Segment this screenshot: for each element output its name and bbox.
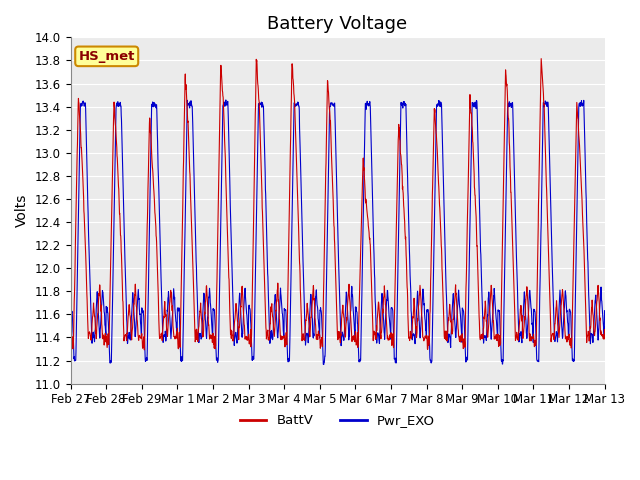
Pwr_EXO bbox=[365, 103, 372, 109]
Pwr_EXO bbox=[320, 361, 328, 367]
BattV bbox=[365, 225, 372, 230]
Title: Battery Voltage: Battery Voltage bbox=[268, 15, 408, 33]
BattV bbox=[67, 332, 74, 337]
Y-axis label: Volts: Volts bbox=[15, 194, 29, 227]
Text: HS_met: HS_met bbox=[79, 50, 135, 63]
Legend: BattV, Pwr_EXO: BattV, Pwr_EXO bbox=[235, 409, 440, 432]
Pwr_EXO bbox=[222, 97, 230, 103]
Pwr_EXO bbox=[569, 358, 577, 363]
Pwr_EXO bbox=[601, 308, 609, 313]
BattV bbox=[353, 338, 361, 344]
BattV bbox=[493, 337, 500, 343]
BattV bbox=[554, 322, 561, 328]
BattV bbox=[601, 327, 609, 333]
Line: BattV: BattV bbox=[70, 59, 605, 350]
Line: Pwr_EXO: Pwr_EXO bbox=[70, 100, 605, 364]
BattV bbox=[140, 347, 148, 353]
Pwr_EXO bbox=[216, 291, 223, 297]
Pwr_EXO bbox=[493, 326, 500, 332]
BattV bbox=[569, 302, 577, 308]
Pwr_EXO bbox=[554, 331, 561, 337]
BattV bbox=[216, 123, 223, 129]
BattV bbox=[538, 56, 545, 61]
Pwr_EXO bbox=[67, 304, 74, 310]
Pwr_EXO bbox=[353, 314, 361, 320]
